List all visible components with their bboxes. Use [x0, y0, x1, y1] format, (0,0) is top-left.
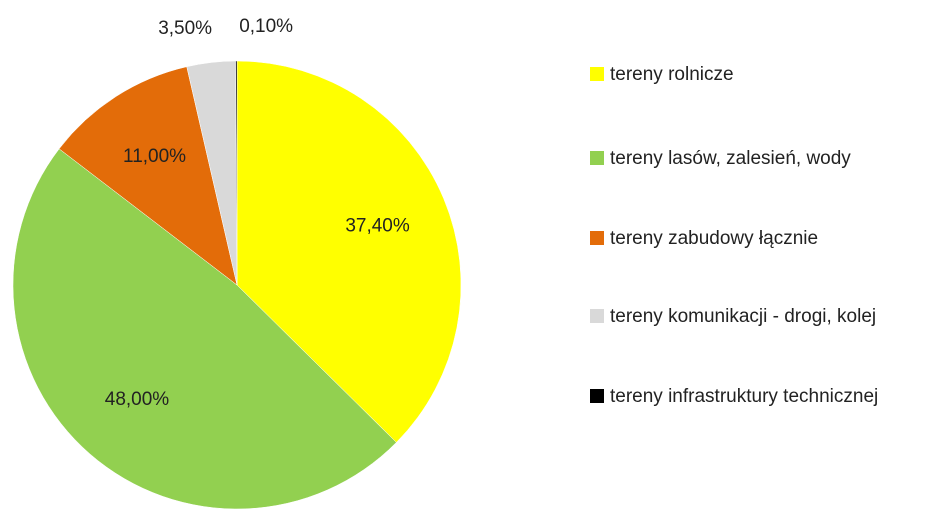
- pie-slice: [236, 60, 462, 443]
- legend-swatch: [590, 151, 604, 165]
- legend-swatch: [590, 67, 604, 81]
- pie-slice: [12, 148, 397, 510]
- pie-area: 37,40% 48,00% 11,00% 3,50% 0,10%: [12, 16, 462, 510]
- legend-swatch: [590, 389, 604, 403]
- legend-item: tereny zabudowy łącznie: [590, 226, 900, 251]
- legend-item: tereny infrastruktury technicznej: [590, 384, 900, 409]
- data-label: 48,00%: [105, 389, 170, 410]
- legend-swatch: [590, 231, 604, 245]
- data-label: 0,10%: [239, 16, 293, 37]
- pie-slice: [235, 60, 238, 286]
- data-label: 37,40%: [345, 215, 410, 236]
- legend-item: tereny komunikacji - drogi, kolej: [590, 304, 900, 329]
- legend-label: tereny zabudowy łącznie: [610, 228, 819, 249]
- data-label: 11,00%: [123, 146, 186, 167]
- legend-label: tereny komunikacji - drogi, kolej: [610, 306, 877, 327]
- legend-label: tereny rolnicze: [610, 64, 734, 85]
- legend-label: tereny lasów, zalesień, wody: [610, 148, 851, 169]
- legend-swatch: [590, 309, 604, 323]
- pie-slice: [58, 66, 238, 286]
- legend-item: tereny lasów, zalesień, wody: [590, 146, 900, 171]
- data-label: 3,50%: [158, 18, 212, 39]
- legend-item: tereny rolnicze: [590, 62, 900, 87]
- legend-label: tereny infrastruktury technicznej: [610, 386, 879, 407]
